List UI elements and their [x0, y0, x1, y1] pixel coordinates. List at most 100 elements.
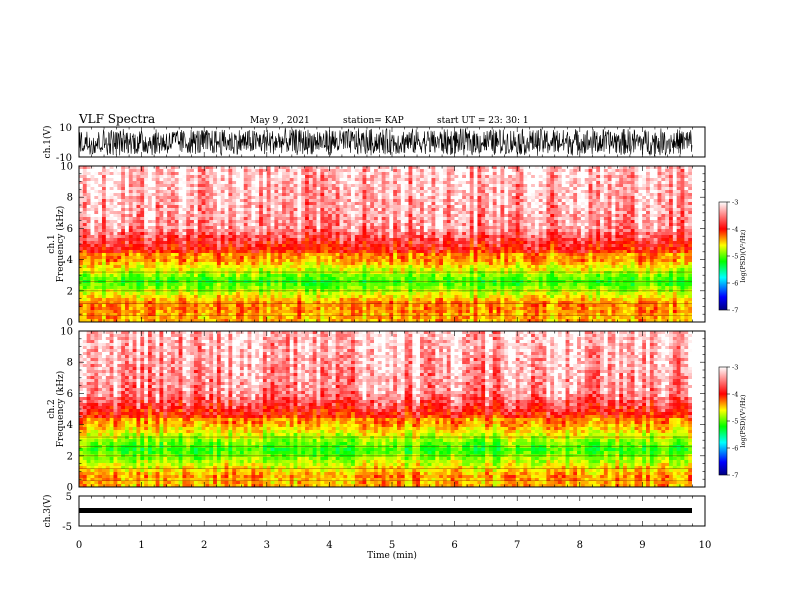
spectrogram-cell [339, 220, 344, 224]
spectrogram-cell [163, 217, 168, 221]
spectrogram-cell [316, 244, 321, 248]
spectrogram-cell [305, 220, 310, 224]
spectrogram-cell [511, 181, 517, 185]
spectrogram-cell [511, 253, 517, 257]
spectrogram-cell [554, 220, 559, 224]
spectrogram-cell [132, 214, 137, 218]
spectrogram-cell [358, 211, 363, 215]
spectrogram-cell [193, 187, 199, 191]
spectrogram-cell [653, 172, 658, 176]
spectrogram-cell [527, 169, 532, 173]
spectrogram-cell [473, 199, 478, 203]
spectrogram-cell [669, 235, 674, 239]
spectrogram-cell [515, 217, 520, 221]
spectrogram-cell [209, 175, 214, 179]
spectrogram-cell [485, 244, 490, 248]
spectrogram-cell [485, 256, 490, 260]
spectrogram-cell [285, 232, 291, 236]
spectrogram-cell [446, 166, 452, 170]
spectrogram-cell [259, 193, 264, 197]
spectrogram-cell [385, 199, 390, 203]
spectrogram-cell [423, 166, 429, 170]
spectrogram-cell [569, 208, 574, 212]
spectrogram-cell [592, 208, 597, 212]
spectrogram-cell [98, 199, 103, 203]
spectrogram-cell [301, 214, 306, 218]
spectrogram-cell [124, 220, 130, 224]
spectrogram-cell [569, 232, 574, 236]
spectrogram-cell [90, 235, 95, 239]
spectrogram-cell [132, 196, 137, 200]
spectrogram-cell [167, 223, 172, 227]
spectrogram-cell [412, 247, 417, 251]
spectrogram-cell [331, 217, 337, 221]
spectrogram-cell [634, 211, 639, 215]
spectrogram-cell [316, 190, 321, 194]
spectrogram-cell [419, 175, 425, 179]
spectrogram-cell [297, 256, 302, 260]
spectrogram-cell [665, 241, 670, 245]
spectrogram-cell [270, 172, 275, 176]
spectrogram-cell [351, 166, 356, 170]
spectrogram-cell [113, 244, 118, 248]
spectrogram-cell [274, 172, 279, 176]
spectrogram-cell [98, 220, 103, 224]
spectrogram-cell [117, 190, 122, 194]
spectrogram-cell [132, 193, 137, 197]
spectrogram-cell [201, 205, 206, 209]
spectrogram-cell [638, 202, 643, 206]
spectrogram-cell [324, 214, 329, 218]
spectrogram-cell [282, 202, 287, 206]
spectrogram-cell [649, 178, 655, 182]
spectrogram-cell [431, 166, 436, 170]
spectrogram-cell [178, 184, 183, 188]
spectrogram-cell [626, 175, 632, 179]
spectrogram-cell [232, 178, 237, 182]
spectrogram-cell [665, 208, 670, 212]
spectrogram-cell [312, 184, 317, 188]
spectrogram-cell [623, 205, 628, 209]
spectrogram-cell [216, 202, 222, 206]
spectrogram-cell [174, 247, 180, 251]
spectrogram-cell [389, 211, 394, 215]
spectrogram-cell [266, 220, 271, 224]
spectrogram-cell [109, 217, 114, 221]
spectrogram-cell [676, 181, 681, 185]
spectrogram-cell [561, 172, 566, 176]
spectrogram-cell [446, 205, 452, 209]
spectrogram-cell [481, 235, 486, 239]
spectrogram-cell [565, 172, 570, 176]
spectrogram-cell [492, 223, 497, 227]
spectrogram-cell [220, 172, 225, 176]
spectrogram-cell [220, 208, 225, 212]
spectrogram-cell [324, 244, 329, 248]
spectrogram-cell [458, 247, 463, 251]
spectrogram-cell [186, 256, 191, 260]
spectrogram-cell [128, 169, 134, 173]
spectrogram-cell [393, 220, 398, 224]
spectrogram-cell [672, 202, 678, 206]
spectrogram-cell [469, 229, 475, 233]
spectrogram-cell [431, 235, 436, 239]
spectrogram-cell [408, 187, 413, 191]
spectrogram-cell [324, 232, 329, 236]
spectrogram-cell [124, 226, 130, 230]
spectrogram-cell [251, 178, 256, 182]
spectrogram-cell [550, 217, 555, 221]
spectrogram-cell [324, 211, 329, 215]
spectrogram-cell [362, 193, 367, 197]
spectrogram-cell [274, 187, 279, 191]
spectrogram-cell [592, 178, 597, 182]
spectrogram-cell [435, 187, 440, 191]
spectrogram-cell [469, 223, 475, 227]
spectrogram-cell [190, 211, 195, 215]
spectrogram-cell [523, 205, 528, 209]
spectrogram-cell [167, 184, 172, 188]
spectrogram-cell [282, 211, 287, 215]
spectrogram-cell [285, 253, 291, 257]
spectrogram-cell [278, 244, 283, 248]
spectrogram-cell [626, 220, 632, 224]
spectrogram-cell [79, 181, 84, 185]
spectrogram-cell [213, 190, 218, 194]
spectrogram-cell [607, 208, 612, 212]
